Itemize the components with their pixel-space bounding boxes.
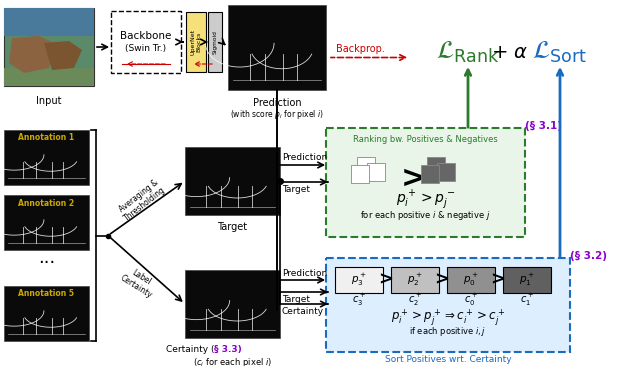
Text: >: > [435,271,449,289]
Text: $p_0^+$: $p_0^+$ [463,272,479,288]
Text: Prediction: Prediction [253,98,301,108]
Text: ($c_i$ for each pixel $i$): ($c_i$ for each pixel $i$) [193,356,272,366]
FancyBboxPatch shape [4,286,89,341]
Text: Target: Target [282,295,310,303]
FancyBboxPatch shape [421,165,439,183]
Text: Backbone: Backbone [120,31,172,41]
Polygon shape [4,68,94,86]
Text: if each positive $i, j$: if each positive $i, j$ [410,325,486,339]
Text: Averaging &
Thresholding: Averaging & Thresholding [116,177,167,223]
Text: Annotation 2: Annotation 2 [19,198,75,208]
Text: Input: Input [36,96,61,106]
FancyBboxPatch shape [4,8,94,86]
Polygon shape [4,8,94,36]
FancyBboxPatch shape [185,147,280,215]
Text: ...: ... [38,249,55,267]
Text: Sigmoid: Sigmoid [212,30,218,54]
Text: § 3.3): § 3.3) [214,345,243,354]
Text: $c_1^+$: $c_1^+$ [520,292,534,308]
FancyBboxPatch shape [326,128,525,237]
Text: (§ 3.2): (§ 3.2) [570,251,607,261]
Text: $\mathcal{L}_{\rm Rank}$: $\mathcal{L}_{\rm Rank}$ [436,40,500,65]
Text: >: > [378,271,394,289]
Polygon shape [44,41,82,70]
FancyBboxPatch shape [111,11,181,73]
Text: $c_2^+$: $c_2^+$ [408,292,422,308]
FancyBboxPatch shape [447,267,495,293]
Text: $c_3^+$: $c_3^+$ [352,292,366,308]
Text: $+\ \alpha$: $+\ \alpha$ [492,42,529,61]
FancyBboxPatch shape [4,195,89,250]
Text: Prediction: Prediction [282,153,327,163]
Text: (Swin Tr.): (Swin Tr.) [125,45,166,53]
Text: >: > [400,164,426,193]
FancyBboxPatch shape [437,163,455,181]
Text: Sort Positives wrt. Certainty: Sort Positives wrt. Certainty [385,355,511,365]
FancyBboxPatch shape [503,267,551,293]
Polygon shape [9,36,54,73]
Text: Ranking bw. Positives & Negatives: Ranking bw. Positives & Negatives [353,135,498,145]
FancyBboxPatch shape [351,165,369,183]
Text: (§ 3.1): (§ 3.1) [525,121,562,131]
FancyBboxPatch shape [357,157,375,175]
Text: Target: Target [218,222,248,232]
Text: Annotation 5: Annotation 5 [19,290,74,299]
FancyBboxPatch shape [326,258,570,352]
FancyBboxPatch shape [335,267,383,293]
FancyBboxPatch shape [185,270,280,338]
Text: Annotation 1: Annotation 1 [19,134,75,142]
Text: Target: Target [282,184,310,194]
FancyBboxPatch shape [391,267,439,293]
FancyBboxPatch shape [367,163,385,181]
Text: Backprop.: Backprop. [335,45,385,55]
FancyBboxPatch shape [4,130,89,185]
FancyBboxPatch shape [228,5,326,90]
Text: >: > [490,271,506,289]
Text: Prediction: Prediction [282,269,327,277]
Text: $p_i^+ > p_j^-$: $p_i^+ > p_j^-$ [396,188,455,212]
Text: $p_2^+$: $p_2^+$ [407,272,423,288]
Text: Certainty: Certainty [282,306,324,315]
FancyBboxPatch shape [186,12,206,72]
FancyBboxPatch shape [427,157,445,175]
Text: $p_i^+ > p_j^+ \Rightarrow c_i^+ > c_j^+$: $p_i^+ > p_j^+ \Rightarrow c_i^+ > c_j^+… [391,307,505,328]
Text: $c_0^+$: $c_0^+$ [464,292,478,308]
Text: $p_3^+$: $p_3^+$ [351,272,367,288]
Text: $\mathcal{L}_{\rm Sort}$: $\mathcal{L}_{\rm Sort}$ [532,40,588,65]
Text: (with score $p_i$ for pixel $i$): (with score $p_i$ for pixel $i$) [230,108,324,121]
Text: Label
Certainty: Label Certainty [118,264,159,299]
Text: $p_1^+$: $p_1^+$ [519,272,535,288]
FancyBboxPatch shape [208,12,222,72]
Text: Certainty (: Certainty ( [166,345,214,354]
Text: for each positive $i$ & negative $j$: for each positive $i$ & negative $j$ [360,209,491,221]
Text: UperNet
Blocks: UperNet Blocks [191,29,202,55]
